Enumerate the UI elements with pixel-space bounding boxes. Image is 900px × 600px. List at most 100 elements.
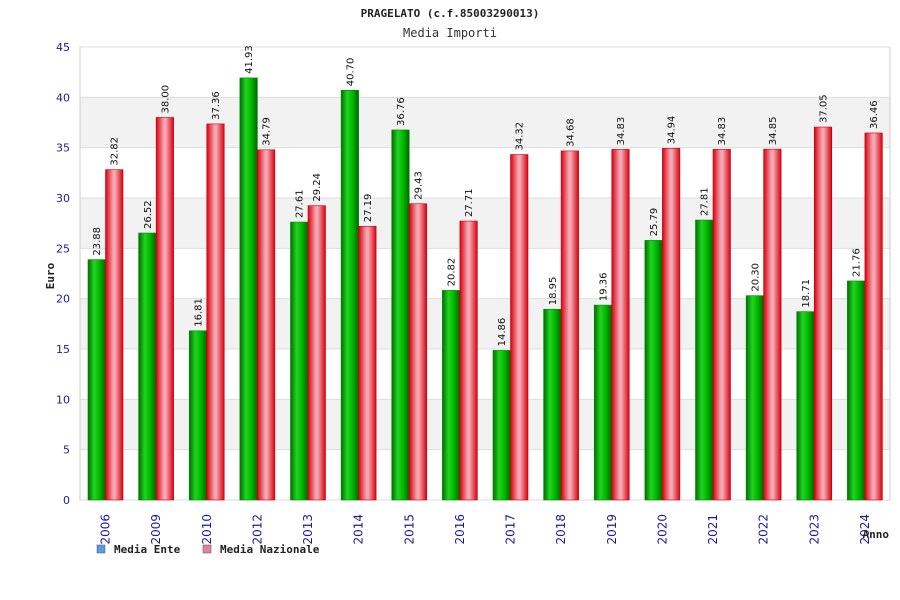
bar-media-nazionale-2020 — [662, 147, 681, 501]
data-label: 18.95 — [548, 277, 559, 306]
y-tick-label: 10 — [56, 393, 70, 406]
x-tick-label: 2018 — [554, 514, 568, 545]
data-label: 34.79 — [262, 117, 273, 146]
y-tick-label: 30 — [56, 192, 70, 205]
bar-media-ente-2019 — [593, 304, 613, 501]
data-label: 34.83 — [616, 117, 627, 146]
x-tick-label: 2020 — [655, 514, 669, 545]
data-label: 25.79 — [649, 208, 660, 237]
x-tick-label: 2015 — [402, 514, 416, 545]
legend: Media Ente Media Nazionale — [96, 543, 320, 556]
bar-media-ente-2015 — [391, 129, 410, 501]
bar-media-ente-2009 — [138, 232, 157, 501]
data-label: 34.83 — [717, 117, 728, 146]
data-label: 27.71 — [464, 188, 475, 217]
bar-media-ente-2006 — [87, 259, 106, 501]
bar-media-nazionale-2022 — [763, 148, 782, 501]
x-tick-label: 2013 — [301, 514, 315, 545]
bar-media-ente-2014 — [340, 89, 359, 501]
bar-media-ente-2010 — [188, 330, 208, 501]
x-tick-label: 2023 — [807, 514, 821, 545]
bar-media-nazionale-2015 — [408, 203, 428, 501]
x-tick-label: 2017 — [504, 514, 518, 545]
data-label: 19.36 — [599, 272, 610, 301]
plot-band — [80, 47, 890, 98]
bar-media-nazionale-2019 — [611, 149, 630, 501]
x-axis-label: Anno — [863, 528, 890, 541]
data-label: 21.76 — [852, 248, 863, 277]
bar-media-nazionale-2024 — [864, 132, 883, 501]
data-label: 16.81 — [194, 298, 205, 327]
data-label: 32.82 — [110, 137, 121, 166]
bar-media-ente-2024 — [847, 280, 866, 501]
x-tick-label: 2014 — [352, 514, 366, 545]
bars — [87, 77, 883, 501]
data-labels: 23.88 32.82 26.52 38.00 16.81 37.36 41.93 34.79… — [92, 45, 880, 346]
y-tick-label: 35 — [56, 142, 70, 155]
data-label: 14.86 — [497, 318, 508, 347]
data-label: 23.88 — [92, 227, 103, 256]
data-label: 29.43 — [414, 171, 425, 200]
bar-media-ente-2021 — [695, 219, 714, 501]
bar-media-nazionale-2021 — [712, 149, 731, 501]
x-tick-label: 2021 — [706, 514, 720, 545]
data-label: 34.94 — [667, 116, 678, 145]
data-label: 34.85 — [768, 117, 779, 146]
data-label: 27.61 — [295, 189, 306, 218]
x-tick-label: 2009 — [149, 514, 163, 545]
bar-media-nazionale-2018 — [560, 150, 579, 501]
data-label: 41.93 — [244, 45, 255, 74]
bar-media-nazionale-2014 — [358, 225, 377, 501]
data-label: 20.82 — [447, 258, 458, 287]
y-tick-label: 25 — [56, 242, 70, 255]
legend-swatch-media-ente — [96, 544, 106, 554]
legend-swatch-media-nazionale — [202, 544, 212, 554]
data-label: 36.76 — [396, 97, 407, 126]
bar-media-ente-2017 — [492, 350, 511, 501]
chart-title: PRAGELATO (c.f.85003290013) — [361, 7, 540, 20]
y-tick-label: 0 — [63, 494, 70, 507]
bar-media-nazionale-2012 — [257, 149, 276, 501]
data-label: 27.19 — [363, 194, 374, 223]
y-tick-label: 45 — [56, 41, 70, 54]
bar-media-nazionale-2016 — [459, 220, 478, 501]
x-axis-ticks: 2006 2009 2010 2012 2013 2014 2015 2016 2017 2018… — [99, 514, 872, 545]
data-label: 36.46 — [869, 100, 880, 129]
x-tick-label: 2006 — [99, 514, 113, 545]
data-label: 37.36 — [211, 91, 222, 120]
data-label: 34.32 — [515, 122, 526, 151]
bar-media-nazionale-2010 — [206, 123, 225, 501]
bar-media-nazionale-2006 — [105, 169, 124, 501]
x-tick-label: 2012 — [250, 514, 264, 545]
y-axis-label: Euro — [44, 262, 57, 289]
x-tick-label: 2022 — [757, 514, 771, 545]
data-label: 38.00 — [160, 85, 171, 114]
data-label: 27.81 — [700, 187, 711, 216]
y-tick-label: 20 — [56, 293, 70, 306]
bar-media-ente-2018 — [543, 308, 562, 501]
data-label: 18.71 — [801, 279, 812, 308]
bar-media-ente-2020 — [644, 240, 663, 501]
y-tick-label: 40 — [56, 91, 70, 104]
data-label: 29.24 — [312, 173, 323, 202]
x-tick-label: 2024 — [858, 514, 872, 545]
legend-label-media-nazionale: Media Nazionale — [220, 543, 320, 556]
data-label: 37.05 — [819, 94, 830, 123]
bar-media-nazionale-2013 — [307, 205, 326, 501]
bar-media-nazionale-2009 — [155, 117, 174, 501]
x-tick-label: 2016 — [453, 514, 467, 545]
y-axis-ticks: 0 5 10 15 20 25 30 35 40 45 — [56, 41, 70, 507]
data-label: 20.30 — [750, 263, 761, 292]
data-label: 26.52 — [143, 200, 154, 229]
chart-subtitle: Media Importi — [403, 26, 497, 40]
bar-media-ente-2012 — [239, 77, 258, 501]
bar-media-ente-2023 — [796, 311, 815, 501]
bar-media-ente-2016 — [442, 290, 461, 501]
bar-media-ente-2022 — [745, 295, 764, 501]
bar-media-nazionale-2017 — [510, 154, 529, 501]
y-tick-label: 15 — [56, 343, 70, 356]
y-tick-label: 5 — [63, 444, 70, 457]
x-tick-label: 2019 — [605, 514, 619, 545]
bar-media-nazionale-2023 — [813, 126, 833, 501]
